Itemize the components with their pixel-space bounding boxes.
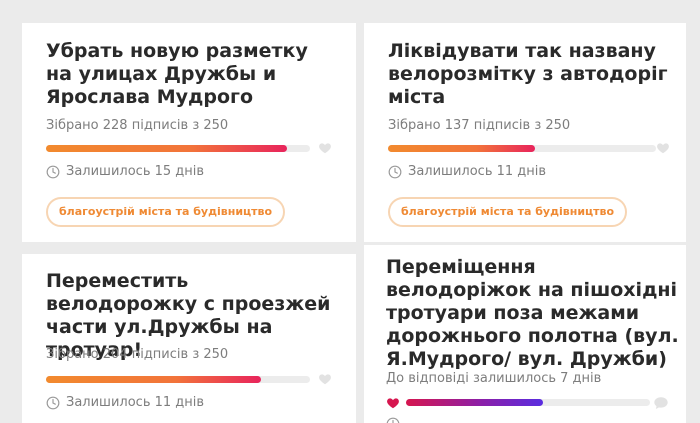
comment-icon[interactable] xyxy=(653,396,669,410)
signatures-progress-fill xyxy=(388,145,535,152)
signatures-progress-bar xyxy=(46,145,310,152)
answer-progress-fill xyxy=(406,399,543,406)
answer-countdown: До відповіді залишилось 7 днів xyxy=(386,371,602,386)
signatures-progress-fill xyxy=(46,376,262,383)
signatures-count: Зібрано 228 підписів з 250 xyxy=(46,118,229,133)
clock-icon xyxy=(386,417,400,423)
time-left: Залишилось 15 днів xyxy=(46,164,204,179)
petition-card[interactable]: Ліквідувати так названу велорозмітку з а… xyxy=(364,23,686,242)
petition-title[interactable]: Ліквідувати так названу велорозмітку з а… xyxy=(388,40,668,108)
time-left: Залишилось 11 днів xyxy=(46,395,204,410)
signatures-count: Зібрано 204 підписів з 250 xyxy=(46,347,229,362)
signatures-progress-bar xyxy=(388,145,656,152)
category-tag[interactable]: благоустрій міста та будівництво xyxy=(388,197,628,227)
answer-progress-bar xyxy=(406,399,650,406)
time-left-label: Залишилось 11 днів xyxy=(408,164,547,179)
heart-icon[interactable] xyxy=(318,372,332,386)
petition-card[interactable]: Переміщення велодоріжок на пішохідні тро… xyxy=(364,245,686,423)
time-left-label: Залишилось 11 днів xyxy=(66,395,205,410)
category-tag[interactable]: благоустрій міста та будівництво xyxy=(46,197,286,227)
time-left-label: Залишилось 15 днів xyxy=(66,164,205,179)
time-left xyxy=(386,417,406,423)
clock-icon xyxy=(46,396,60,409)
heart-icon[interactable] xyxy=(318,141,332,155)
petition-title[interactable]: Убрать новую разметку на улицах Дружбы и… xyxy=(46,40,308,108)
clock-icon xyxy=(46,165,60,178)
petition-card[interactable]: Переместить велодорожку с проезжей части… xyxy=(22,254,356,423)
petition-title[interactable]: Переместить велодорожку с проезжей части… xyxy=(46,270,331,361)
petition-card[interactable]: Убрать новую разметку на улицах Дружбы и… xyxy=(22,23,356,242)
petition-title[interactable]: Переміщення велодоріжок на пішохідні тро… xyxy=(386,256,679,370)
time-left: Залишилось 11 днів xyxy=(388,164,546,179)
signatures-count: Зібрано 137 підписів з 250 xyxy=(388,118,571,133)
clock-icon xyxy=(388,165,402,178)
heart-icon[interactable] xyxy=(656,141,670,155)
signatures-progress-fill xyxy=(46,145,287,152)
heart-icon[interactable] xyxy=(386,396,400,410)
signatures-progress-bar xyxy=(46,376,310,383)
